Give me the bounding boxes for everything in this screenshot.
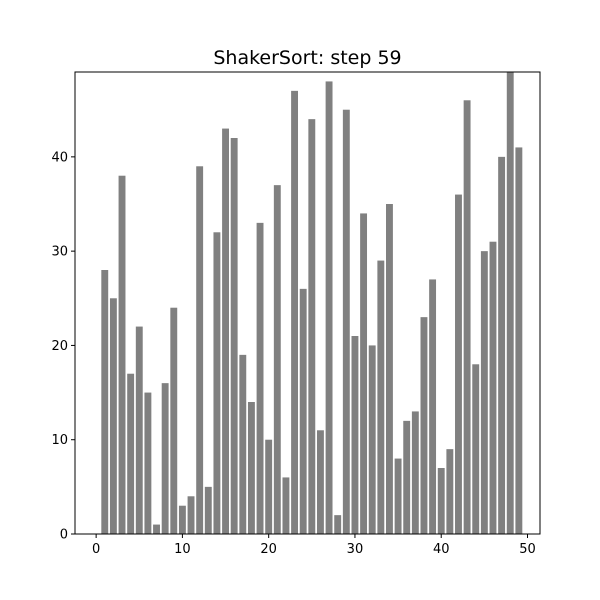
bar-28 [334,515,342,534]
bar-7 [153,524,160,534]
bar-24 [299,288,307,534]
y-tick-label: 40 [51,150,68,165]
bar-45 [480,251,488,534]
bar-10 [178,505,186,534]
bar-43 [463,100,471,535]
y-axis-ticks: 0 10 20 30 40 [51,150,75,543]
bar-3 [118,175,126,534]
bar-21 [273,185,281,534]
bar-27 [325,81,333,534]
bar-30 [351,336,359,534]
y-tick-label: 10 [51,433,68,448]
bar-16 [230,138,238,534]
bar-38 [420,317,428,534]
plot-frame [74,71,541,535]
bar-41 [446,449,454,534]
chart-title: ShakerSort: step 59 [213,47,401,69]
bar-18 [247,402,255,534]
bar-44 [472,364,480,534]
y-tick-label: 0 [60,528,68,543]
bar-12 [196,166,204,535]
x-axis-ticks: 0 10 20 30 40 50 [92,534,536,557]
bar-26 [316,430,324,534]
y-tick-label: 30 [51,245,68,260]
bar-2 [109,298,117,534]
bars-group [101,72,523,535]
x-tick-label: 10 [174,542,191,557]
bar-9 [170,307,178,534]
bar-4 [127,373,135,534]
bar-33 [377,260,385,534]
x-tick-label: 40 [433,542,450,557]
bar-48 [506,72,514,534]
bar-8 [161,383,169,534]
x-tick-label: 30 [347,542,364,557]
x-tick-label: 0 [92,542,100,557]
bar-34 [386,204,393,534]
bar-15 [222,128,229,535]
bar-19 [256,222,264,534]
bar-25 [308,119,316,535]
x-tick-label: 50 [519,542,536,557]
bar-17 [239,354,247,534]
bar-40 [437,468,445,534]
bar-36 [403,420,411,534]
bar-37 [411,411,419,534]
bar-29 [342,109,350,534]
bar-42 [455,194,462,535]
bar-11 [187,496,195,534]
bar-49 [515,147,523,534]
bar-22 [282,477,290,534]
bar-14 [213,232,221,535]
bar-35 [394,458,402,534]
y-tick-label: 20 [51,339,68,354]
bar-13 [204,486,212,534]
bar-20 [265,439,273,534]
bar-46 [489,241,497,534]
bar-31 [360,213,368,534]
bar-23 [291,90,299,534]
bar-5 [135,326,143,534]
bar-47 [498,156,506,534]
bar-1 [101,270,109,534]
bar-6 [144,392,152,534]
bar-32 [368,345,376,534]
bar-39 [429,279,437,534]
x-tick-label: 20 [260,542,277,557]
